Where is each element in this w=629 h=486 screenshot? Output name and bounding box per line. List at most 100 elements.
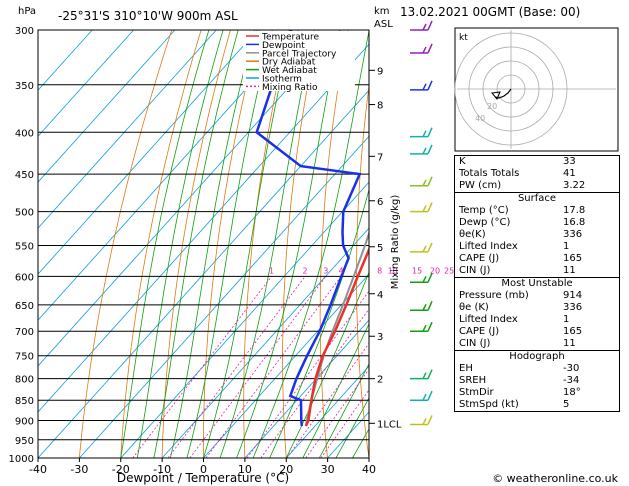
wind-barb-flag — [422, 393, 427, 401]
surface-label: Lifted Index — [459, 241, 518, 252]
pressure-tick-label: 1000 — [9, 454, 34, 465]
mixing-ratio-line — [320, 389, 369, 458]
mixing-ratio-line — [305, 368, 369, 458]
index-value: 3.22 — [563, 180, 586, 191]
mixing-ratio-line — [189, 276, 327, 458]
mixing-ratio-line — [260, 308, 369, 458]
index-value: 33 — [563, 156, 576, 167]
most-unstable-value: 336 — [563, 302, 583, 313]
wind-barb-flag — [427, 272, 433, 283]
isotherm-line — [38, 30, 93, 91]
isotherm-line — [38, 30, 134, 137]
isotherm-line — [286, 365, 369, 458]
surface-value: 165 — [563, 253, 583, 264]
km-tick-label: 8 — [377, 101, 383, 112]
temp-tick-label: 40 — [362, 463, 376, 476]
temp-tick-label: 20 — [279, 463, 293, 476]
most-unstable-title: Most Unstable — [501, 278, 573, 289]
temp-tick-label: 10 — [238, 463, 252, 476]
km-tick-label: 3 — [377, 332, 383, 343]
index-row: K 33 — [455, 156, 619, 168]
hodograph-row: SREH -34 — [455, 375, 619, 387]
hodograph-row: StmDir 18° — [455, 387, 619, 399]
surface-row: Dewp (°C) 16.8 — [455, 217, 619, 229]
wind-barb-flag — [422, 245, 427, 253]
dry-adiabat-line — [203, 30, 261, 458]
wind-barb-flag — [427, 202, 433, 212]
mixing-ratio-value-label: 25 — [444, 266, 454, 275]
wet-adiabat-line — [335, 397, 369, 458]
wind-barb-flag — [422, 205, 427, 212]
y-unit-label: hPa — [18, 6, 36, 17]
wind-barb-flag — [427, 20, 433, 31]
wind-barb-flag — [427, 300, 433, 311]
hodograph-frame — [454, 27, 619, 152]
index-value: 41 — [563, 168, 576, 179]
surface-label: θe(K) — [459, 229, 486, 240]
index-label: PW (cm) — [459, 180, 502, 191]
legend-background — [243, 31, 355, 91]
profile-series — [255, 30, 369, 427]
surface-value: 1 — [563, 241, 570, 252]
hodograph-row: EH -30 — [455, 363, 619, 375]
wet-adiabat-line — [219, 30, 315, 458]
isotherm-line — [38, 30, 300, 321]
storm-motion-arrow — [491, 91, 501, 100]
wet-adiabat-line — [318, 363, 369, 458]
indices-panel: K 33 Totals Totals 41 PW (cm) 3.22 Surface Te… — [454, 155, 620, 412]
pressure-tick-label: 450 — [15, 170, 34, 181]
legend-label: Dewpoint — [262, 41, 305, 51]
most-unstable-value: 165 — [563, 326, 583, 337]
pressure-tick-label: 650 — [15, 301, 34, 312]
surface-label: Temp (°C) — [459, 205, 509, 216]
pressure-tick-label: 550 — [15, 241, 34, 252]
dry-adiabat-line — [426, 30, 452, 458]
indices-rows: K 33 Totals Totals 41 PW (cm) 3.22 — [455, 156, 619, 192]
pressure-tick-label: 400 — [15, 128, 34, 139]
hodograph-ring-label: 20 — [487, 102, 497, 111]
most-unstable-label: CIN (J) — [459, 338, 491, 349]
wet-adiabat-line — [285, 271, 369, 458]
isotherm-line — [38, 30, 176, 183]
wind-barb-flag — [427, 415, 433, 425]
pressure-tick-label: 600 — [15, 272, 34, 283]
isotherm-line — [38, 30, 258, 275]
hodograph-label: StmDir — [459, 387, 494, 398]
hodograph-title: Hodograph — [509, 351, 565, 362]
most-unstable-row: θe (K) 336 — [455, 302, 619, 314]
location-title: -25°31'S 310°10'W 900m ASL — [58, 9, 238, 23]
legend-label: Parcel Trajectory — [262, 49, 337, 59]
surface-value: 17.8 — [563, 205, 586, 216]
mixing-ratio-line — [205, 276, 342, 458]
wind-barb-flag — [422, 46, 427, 54]
surface-value: 336 — [563, 229, 583, 240]
hodograph-value: -34 — [563, 375, 580, 386]
wind-barb-flag — [422, 130, 427, 138]
wind-barb-flag — [422, 324, 427, 332]
surface-row: CAPE (J) 165 — [455, 253, 619, 265]
wind-barb-flag — [427, 242, 433, 253]
wind-barb-flag — [422, 23, 427, 31]
wind-barb-flag — [427, 144, 433, 155]
temperature-profile — [304, 246, 369, 427]
most-unstable-value: 914 — [563, 290, 583, 301]
plot-frame — [37, 29, 370, 459]
km-tick-label: 2 — [377, 375, 383, 386]
wind-barbs — [410, 20, 433, 426]
dewpoint-profile — [255, 30, 362, 427]
hodograph-label: EH — [459, 363, 473, 374]
surface-rows: Temp (°C) 17.8 Dewp (°C) 16.8 θe(K) 336 Lifted… — [455, 205, 619, 277]
wind-barb-flag — [422, 275, 427, 283]
most-unstable-value: 1 — [563, 314, 570, 325]
wind-barb-flag — [422, 147, 427, 155]
isobar-lines — [38, 29, 369, 459]
index-label: K — [459, 156, 466, 167]
mixing-ratio-value-label: 3 — [323, 266, 328, 275]
mixing-ratio-value-label: 20 — [430, 266, 440, 275]
pressure-tick-label: 700 — [15, 327, 34, 338]
pressure-tick-label: 850 — [15, 396, 34, 407]
isotherm-line — [38, 30, 341, 367]
